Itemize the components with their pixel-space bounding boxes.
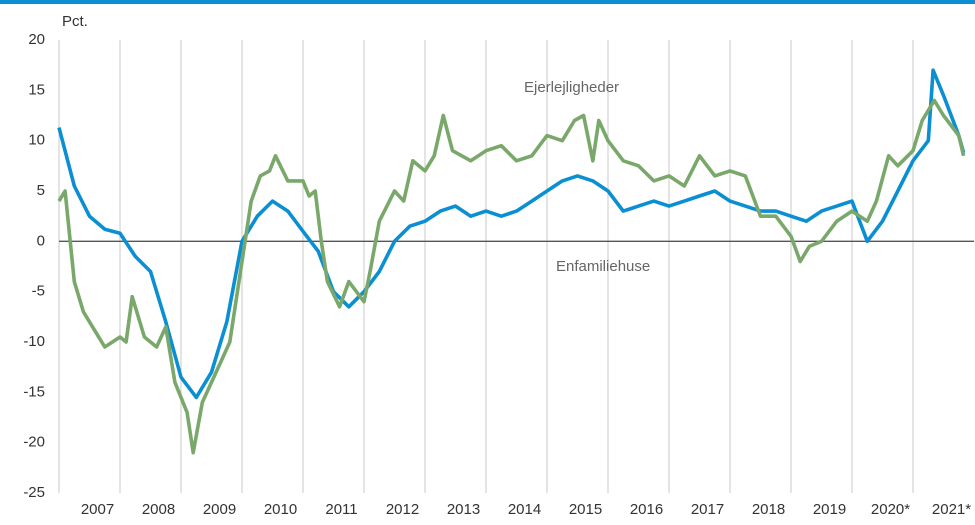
- x-tick-label: 2010: [264, 501, 297, 518]
- y-tick-label: -20: [23, 434, 45, 451]
- x-tick-label: 2017: [691, 501, 724, 518]
- x-tick-label: 2018: [752, 501, 785, 518]
- series-line: [57, 98, 966, 455]
- x-tick-label: 2013: [447, 501, 480, 518]
- annotation: Enfamiliehuse: [556, 258, 650, 275]
- series-line: [57, 68, 966, 400]
- x-tick-label: 2016: [630, 501, 663, 518]
- x-tick-label: 2014: [508, 501, 541, 518]
- annotation: Ejerlejligheder: [524, 79, 619, 96]
- y-tick-label: 10: [28, 132, 45, 149]
- y-tick-label: -15: [23, 383, 45, 400]
- x-tick-label: 2009: [203, 501, 236, 518]
- x-tick-label: 2019: [813, 501, 846, 518]
- x-tick-label: 2012: [386, 501, 419, 518]
- x-tick-label: 2020*: [871, 501, 910, 518]
- y-tick-label: -5: [32, 283, 45, 300]
- x-tick-label: 2015: [569, 501, 602, 518]
- y-tick-label: 15: [28, 81, 45, 98]
- y-tick-label: 20: [28, 31, 45, 48]
- y-axis-label: Pct.: [62, 13, 88, 30]
- y-tick-label: 0: [37, 232, 45, 249]
- top-bar: [0, 0, 975, 4]
- x-tick-label: 2007: [81, 501, 114, 518]
- y-tick-label: -10: [23, 333, 45, 350]
- x-tick-label: 2021*: [932, 501, 971, 518]
- x-tick-label: 2008: [142, 501, 175, 518]
- x-tick-label: 2011: [325, 501, 357, 518]
- y-tick-label: 5: [37, 182, 45, 199]
- y-tick-label: -25: [23, 484, 45, 501]
